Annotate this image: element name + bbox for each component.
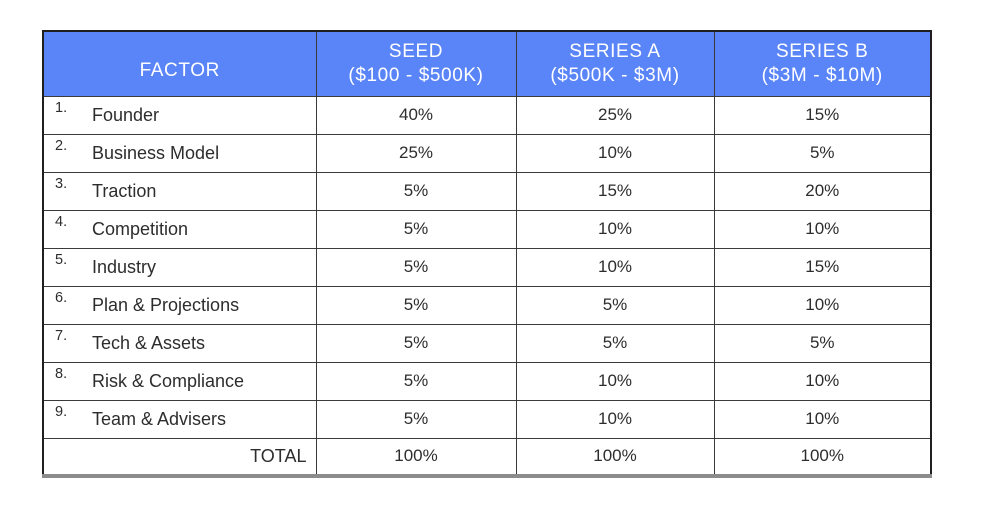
row-number: 1. xyxy=(55,99,68,116)
factor-name: Plan & Projections xyxy=(92,294,240,315)
seed-value: 40% xyxy=(315,95,517,135)
seed-value: 5% xyxy=(315,399,517,439)
table-row: 6. Plan & Projections 5% 5% 10% xyxy=(42,285,932,325)
column-header-series-b: SERIES B ($3M - $10M) xyxy=(713,30,932,97)
table-row: 1. Founder 40% 25% 15% xyxy=(42,95,932,135)
series-a-value: 5% xyxy=(515,323,715,363)
total-row: TOTAL 100% 100% 100% xyxy=(42,437,932,477)
series-b-value: 10% xyxy=(713,399,932,439)
factor-name: Business Model xyxy=(92,142,220,163)
seed-value: 5% xyxy=(315,247,517,287)
row-number: 4. xyxy=(55,213,68,230)
series-b-value: 10% xyxy=(713,361,932,401)
table-row: 7. Tech & Assets 5% 5% 5% xyxy=(42,323,932,363)
series-a-value: 10% xyxy=(515,361,715,401)
column-header-sublabel: ($3M - $10M) xyxy=(761,64,883,86)
factor-cell: 2. Business Model xyxy=(42,133,317,173)
row-number: 5. xyxy=(55,251,68,268)
factor-name: Tech & Assets xyxy=(92,332,206,353)
series-a-value: 5% xyxy=(515,285,715,325)
factor-cell: 9. Team & Advisers xyxy=(42,399,317,439)
table-row: 2. Business Model 25% 10% 5% xyxy=(42,133,932,173)
series-a-value: 10% xyxy=(515,247,715,287)
series-b-value: 10% xyxy=(713,285,932,325)
table-body: 1. Founder 40% 25% 15% 2. Business Model… xyxy=(42,95,932,477)
seed-value: 5% xyxy=(315,209,517,249)
factor-cell: 5. Industry xyxy=(42,247,317,287)
series-a-value: 25% xyxy=(515,95,715,135)
valuation-factors-table-container: FACTOR SEED ($100 - $500K) SERIES A ($50… xyxy=(42,30,932,478)
series-b-value: 20% xyxy=(713,171,932,211)
column-header-factor: FACTOR xyxy=(42,30,317,97)
table-row: 3. Traction 5% 15% 20% xyxy=(42,171,932,211)
factor-cell: 3. Traction xyxy=(42,171,317,211)
series-a-value: 10% xyxy=(515,209,715,249)
table-row: 9. Team & Advisers 5% 10% 10% xyxy=(42,399,932,439)
series-a-value: 15% xyxy=(515,171,715,211)
table-header: FACTOR SEED ($100 - $500K) SERIES A ($50… xyxy=(42,30,932,97)
factor-name: Risk & Compliance xyxy=(92,370,245,391)
header-row: FACTOR SEED ($100 - $500K) SERIES A ($50… xyxy=(42,30,932,97)
valuation-factors-table: FACTOR SEED ($100 - $500K) SERIES A ($50… xyxy=(42,30,932,478)
column-header-series-a: SERIES A ($500K - $3M) xyxy=(515,30,715,97)
factor-name: Founder xyxy=(92,104,160,125)
column-header-label: SERIES A xyxy=(569,40,661,62)
row-number: 8. xyxy=(55,365,68,382)
factor-cell: 6. Plan & Projections xyxy=(42,285,317,325)
factor-name: Competition xyxy=(92,218,189,239)
column-header-seed: SEED ($100 - $500K) xyxy=(315,30,517,97)
total-label: TOTAL xyxy=(42,437,317,477)
seed-value: 5% xyxy=(315,171,517,211)
series-b-value: 5% xyxy=(713,133,932,173)
factor-name: Traction xyxy=(92,180,157,201)
seed-value: 5% xyxy=(315,361,517,401)
factor-cell: 7. Tech & Assets xyxy=(42,323,317,363)
table-row: 5. Industry 5% 10% 15% xyxy=(42,247,932,287)
column-header-sublabel: ($500K - $3M) xyxy=(550,64,680,86)
column-header-label: SERIES B xyxy=(776,40,869,62)
factor-cell: 8. Risk & Compliance xyxy=(42,361,317,401)
row-number: 7. xyxy=(55,327,68,344)
seed-value: 5% xyxy=(315,323,517,363)
total-series-a-value: 100% xyxy=(515,437,715,477)
series-a-value: 10% xyxy=(515,133,715,173)
series-b-value: 15% xyxy=(713,247,932,287)
table-row: 4. Competition 5% 10% 10% xyxy=(42,209,932,249)
column-header-sublabel: ($100 - $500K) xyxy=(348,64,484,86)
row-number: 2. xyxy=(55,137,68,154)
column-header-label: FACTOR xyxy=(139,59,220,81)
row-number: 3. xyxy=(55,175,68,192)
factor-cell: 1. Founder xyxy=(42,95,317,135)
factor-name: Industry xyxy=(92,256,157,277)
row-number: 9. xyxy=(55,403,68,420)
total-seed-value: 100% xyxy=(315,437,517,477)
seed-value: 25% xyxy=(315,133,517,173)
series-b-value: 10% xyxy=(713,209,932,249)
table-row: 8. Risk & Compliance 5% 10% 10% xyxy=(42,361,932,401)
row-number: 6. xyxy=(55,289,68,306)
factor-name: Team & Advisers xyxy=(92,408,227,429)
seed-value: 5% xyxy=(315,285,517,325)
series-a-value: 10% xyxy=(515,399,715,439)
total-series-b-value: 100% xyxy=(713,437,932,477)
series-b-value: 5% xyxy=(713,323,932,363)
series-b-value: 15% xyxy=(713,95,932,135)
factor-cell: 4. Competition xyxy=(42,209,317,249)
column-header-label: SEED xyxy=(388,40,444,62)
